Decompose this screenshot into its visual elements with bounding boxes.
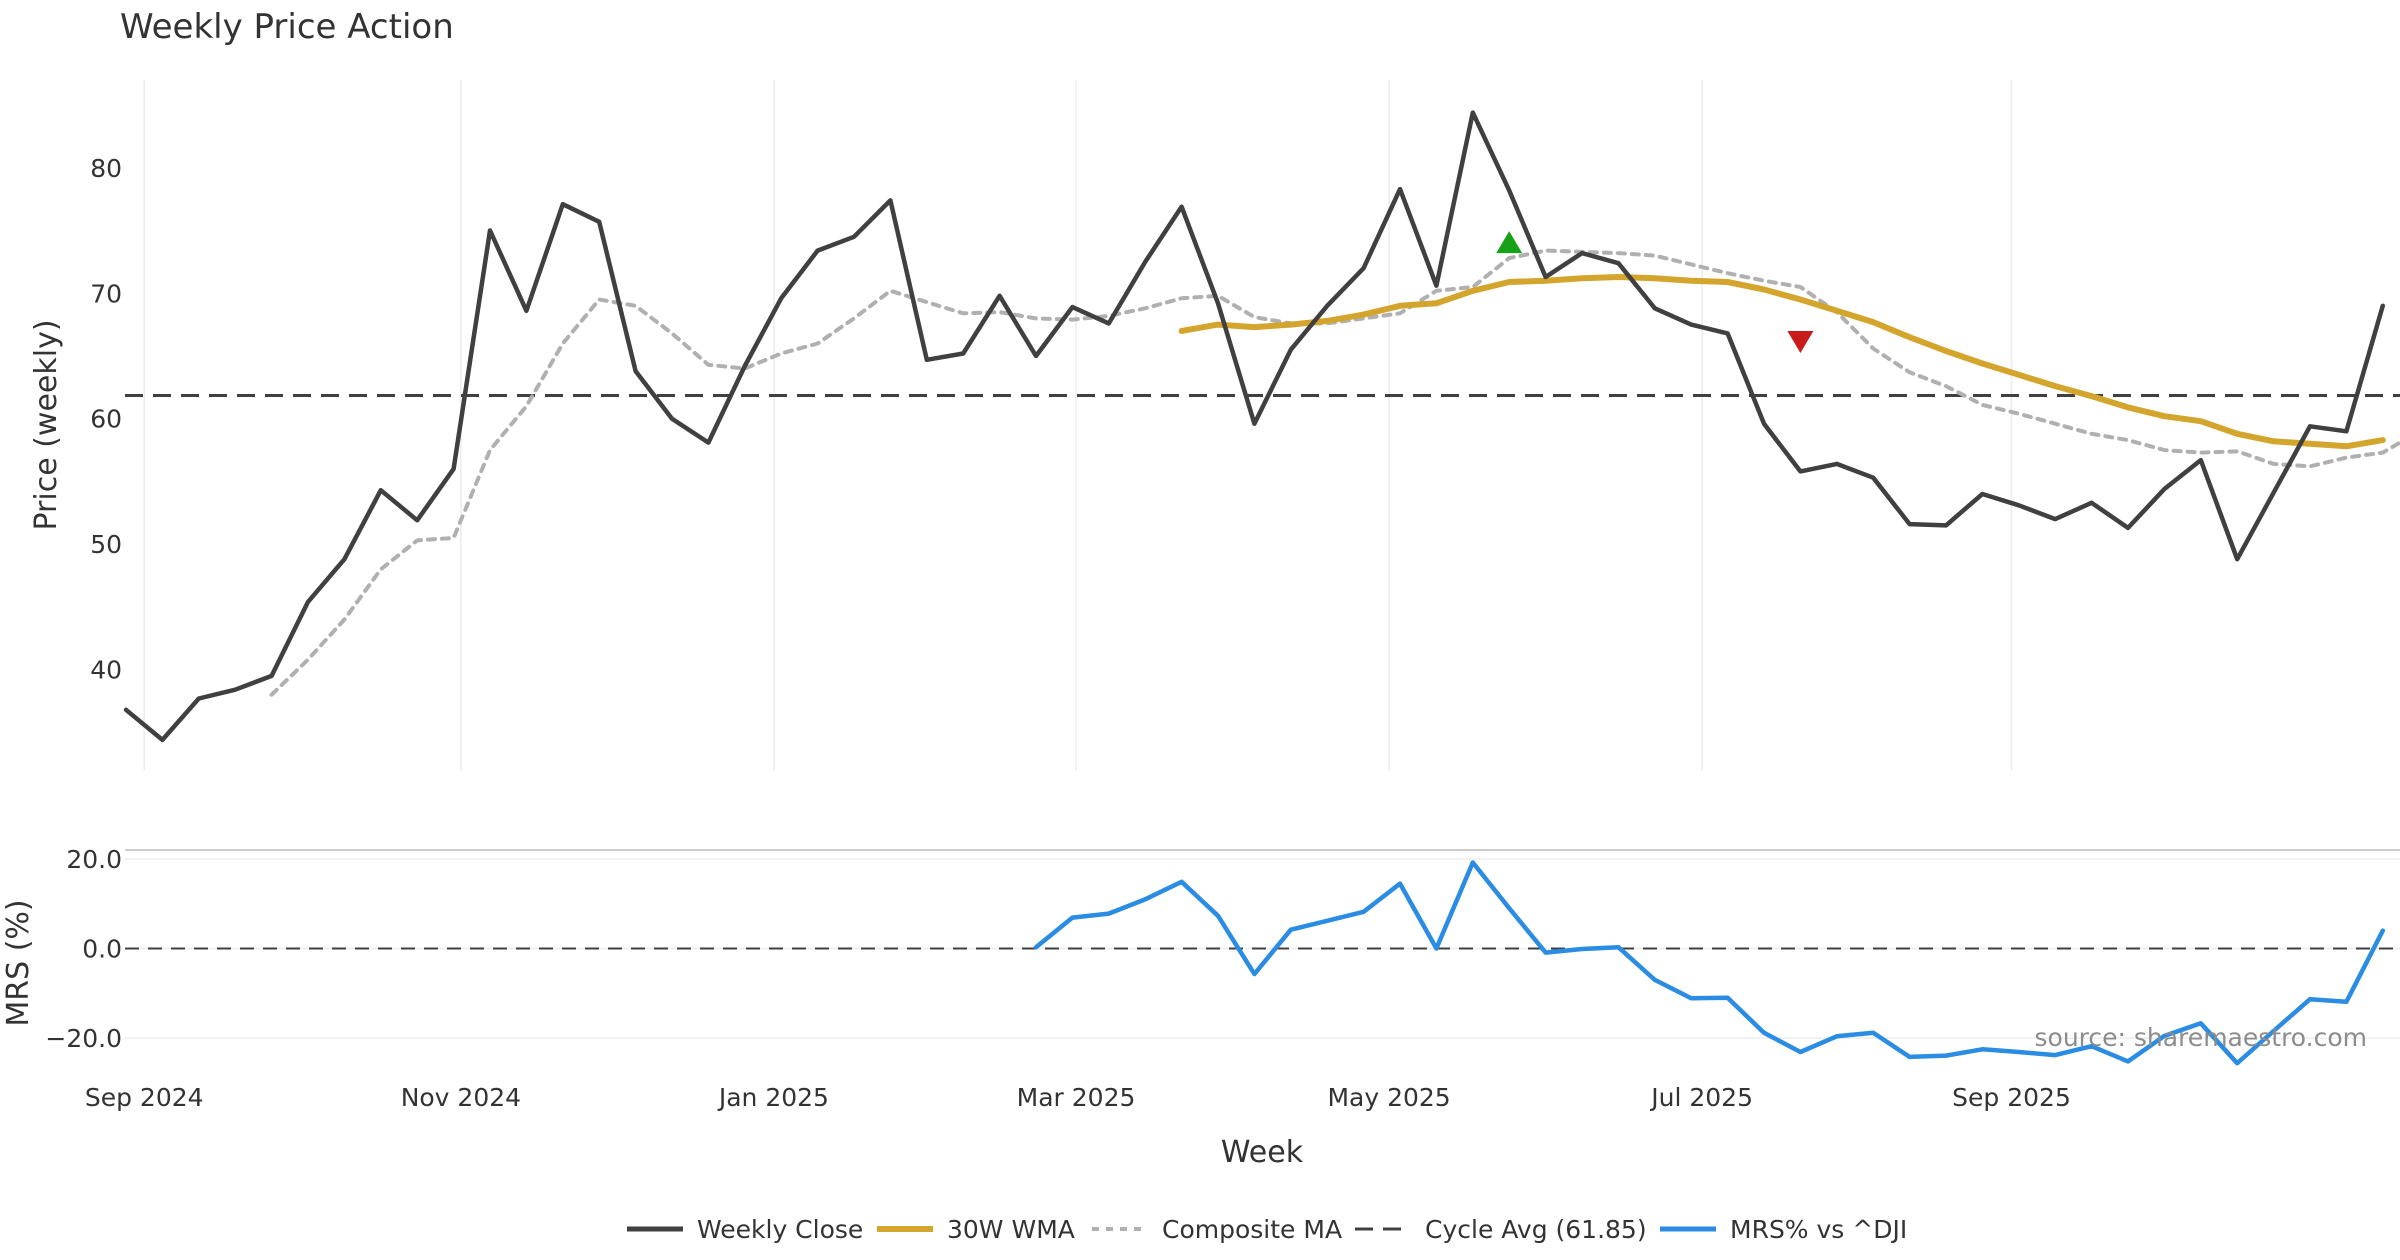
x-tick-label: Jul 2025 bbox=[1649, 1083, 1753, 1112]
chart-legend: Weekly Close 30W WMA Composite MA Cycle Avg… bbox=[627, 1215, 1907, 1244]
composite-ma-line bbox=[269, 248, 2400, 697]
signals-layer bbox=[1496, 231, 1814, 353]
mrs-y-axis-label: MRS (%) bbox=[1, 899, 36, 1026]
x-tick-label: Mar 2025 bbox=[1017, 1083, 1136, 1112]
source-watermark: source: sharemaestro.com bbox=[2035, 1023, 2368, 1052]
price-y-tick-label: 50 bbox=[90, 530, 122, 559]
price-y-axis-ticks: 40 50 60 70 80 bbox=[90, 154, 122, 685]
chart-title: Weekly Price Action bbox=[120, 7, 454, 47]
mrs-y-tick-label: 0.0 bbox=[82, 935, 122, 964]
buy-signal-marker bbox=[1496, 231, 1523, 254]
x-tick-label: Nov 2024 bbox=[401, 1083, 521, 1112]
reference-lines bbox=[125, 394, 2400, 950]
price-y-tick-label: 80 bbox=[90, 154, 122, 183]
x-axis-label: Week bbox=[1221, 1135, 1304, 1170]
mrs-y-axis-ticks: 20.0 0.0 −20.0 bbox=[45, 845, 122, 1053]
x-axis-ticks: Sep 2024 Nov 2024 Jan 2025 Mar 2025 May 2025… bbox=[85, 1083, 2071, 1112]
price-y-tick-label: 40 bbox=[90, 656, 122, 685]
legend-label: MRS% vs ^DJI bbox=[1730, 1215, 1907, 1244]
mrs-line bbox=[1033, 860, 2386, 1066]
price-y-tick-label: 70 bbox=[90, 279, 122, 308]
legend-label: Composite MA bbox=[1162, 1215, 1342, 1244]
legend-label: Cycle Avg (61.85) bbox=[1425, 1215, 1647, 1244]
x-tick-label: Sep 2024 bbox=[85, 1083, 204, 1112]
x-tick-label: Jan 2025 bbox=[717, 1083, 829, 1112]
legend-label: 30W WMA bbox=[947, 1215, 1075, 1244]
price-y-tick-label: 60 bbox=[90, 405, 122, 434]
mrs-y-tick-label: −20.0 bbox=[45, 1024, 122, 1053]
price-panel-gridlines bbox=[143, 80, 2013, 770]
mrs-y-tick-label: 20.0 bbox=[66, 845, 122, 874]
x-tick-label: May 2025 bbox=[1327, 1083, 1450, 1112]
price-y-axis-label: Price (weekly) bbox=[29, 319, 64, 530]
wma-30w-line bbox=[1178, 274, 2386, 450]
weekly-close-line bbox=[123, 110, 2386, 743]
x-tick-label: Sep 2025 bbox=[1952, 1083, 2071, 1112]
sell-signal-marker bbox=[1787, 330, 1814, 353]
series-layer bbox=[123, 110, 2400, 1066]
legend-label: Weekly Close bbox=[697, 1215, 863, 1244]
